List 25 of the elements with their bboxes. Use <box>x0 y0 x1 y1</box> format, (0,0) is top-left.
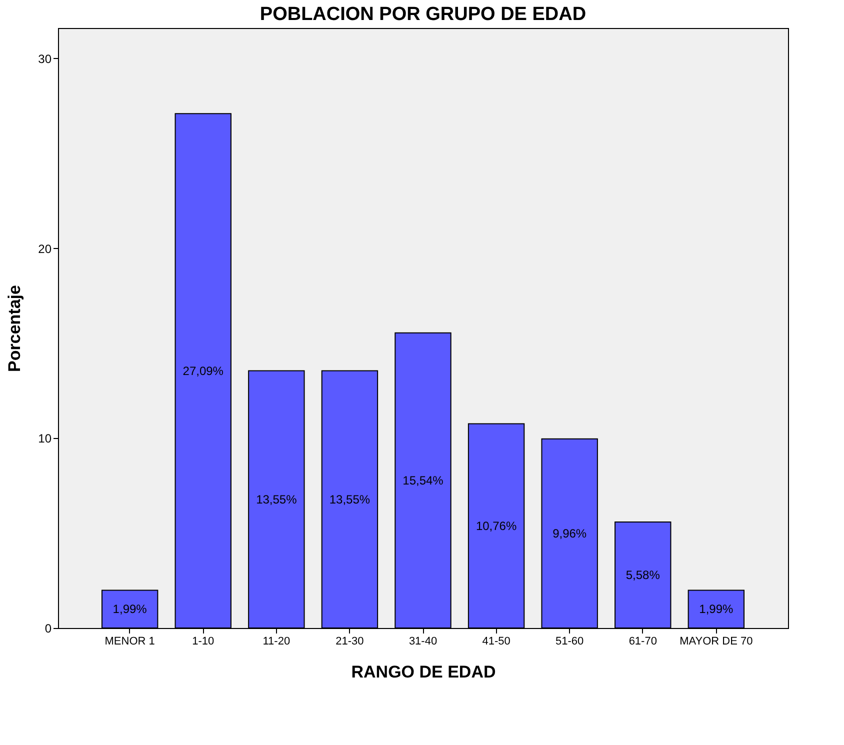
y-tick-label: 20 <box>38 242 52 256</box>
data-label: 9,96% <box>552 526 587 540</box>
x-tick-label: 61-70 <box>628 636 657 648</box>
data-label: 5,58% <box>626 568 660 582</box>
x-tick-label: 51-60 <box>556 636 584 648</box>
x-tick-label: 31-40 <box>408 636 438 648</box>
data-label: 1,99% <box>699 602 734 616</box>
data-label: 10,76% <box>476 518 517 533</box>
data-label: 27,09% <box>182 364 224 378</box>
x-tick-label: 41-50 <box>482 636 510 648</box>
y-tick-label: 0 <box>44 622 52 636</box>
data-label: 1,99% <box>112 602 148 616</box>
data-label: 13,55% <box>256 492 298 506</box>
y-tick-label: 30 <box>38 52 52 66</box>
y-tick-label: 10 <box>38 432 52 446</box>
x-tick-label: MENOR 1 <box>104 636 155 648</box>
y-axis-title: Porcentaje <box>5 285 24 372</box>
chart-title: POBLACION POR GRUPO DE EDAD <box>260 4 586 25</box>
x-tick-label: 21-30 <box>336 636 364 648</box>
data-label: 15,54% <box>402 473 444 488</box>
x-tick-label: MAYOR DE 70 <box>680 636 753 648</box>
data-label: 13,55% <box>329 492 370 506</box>
x-tick-label: 1-10 <box>192 636 214 648</box>
x-tick-label: 11-20 <box>262 636 290 648</box>
x-axis-title: RANGO DE EDAD <box>351 662 496 682</box>
